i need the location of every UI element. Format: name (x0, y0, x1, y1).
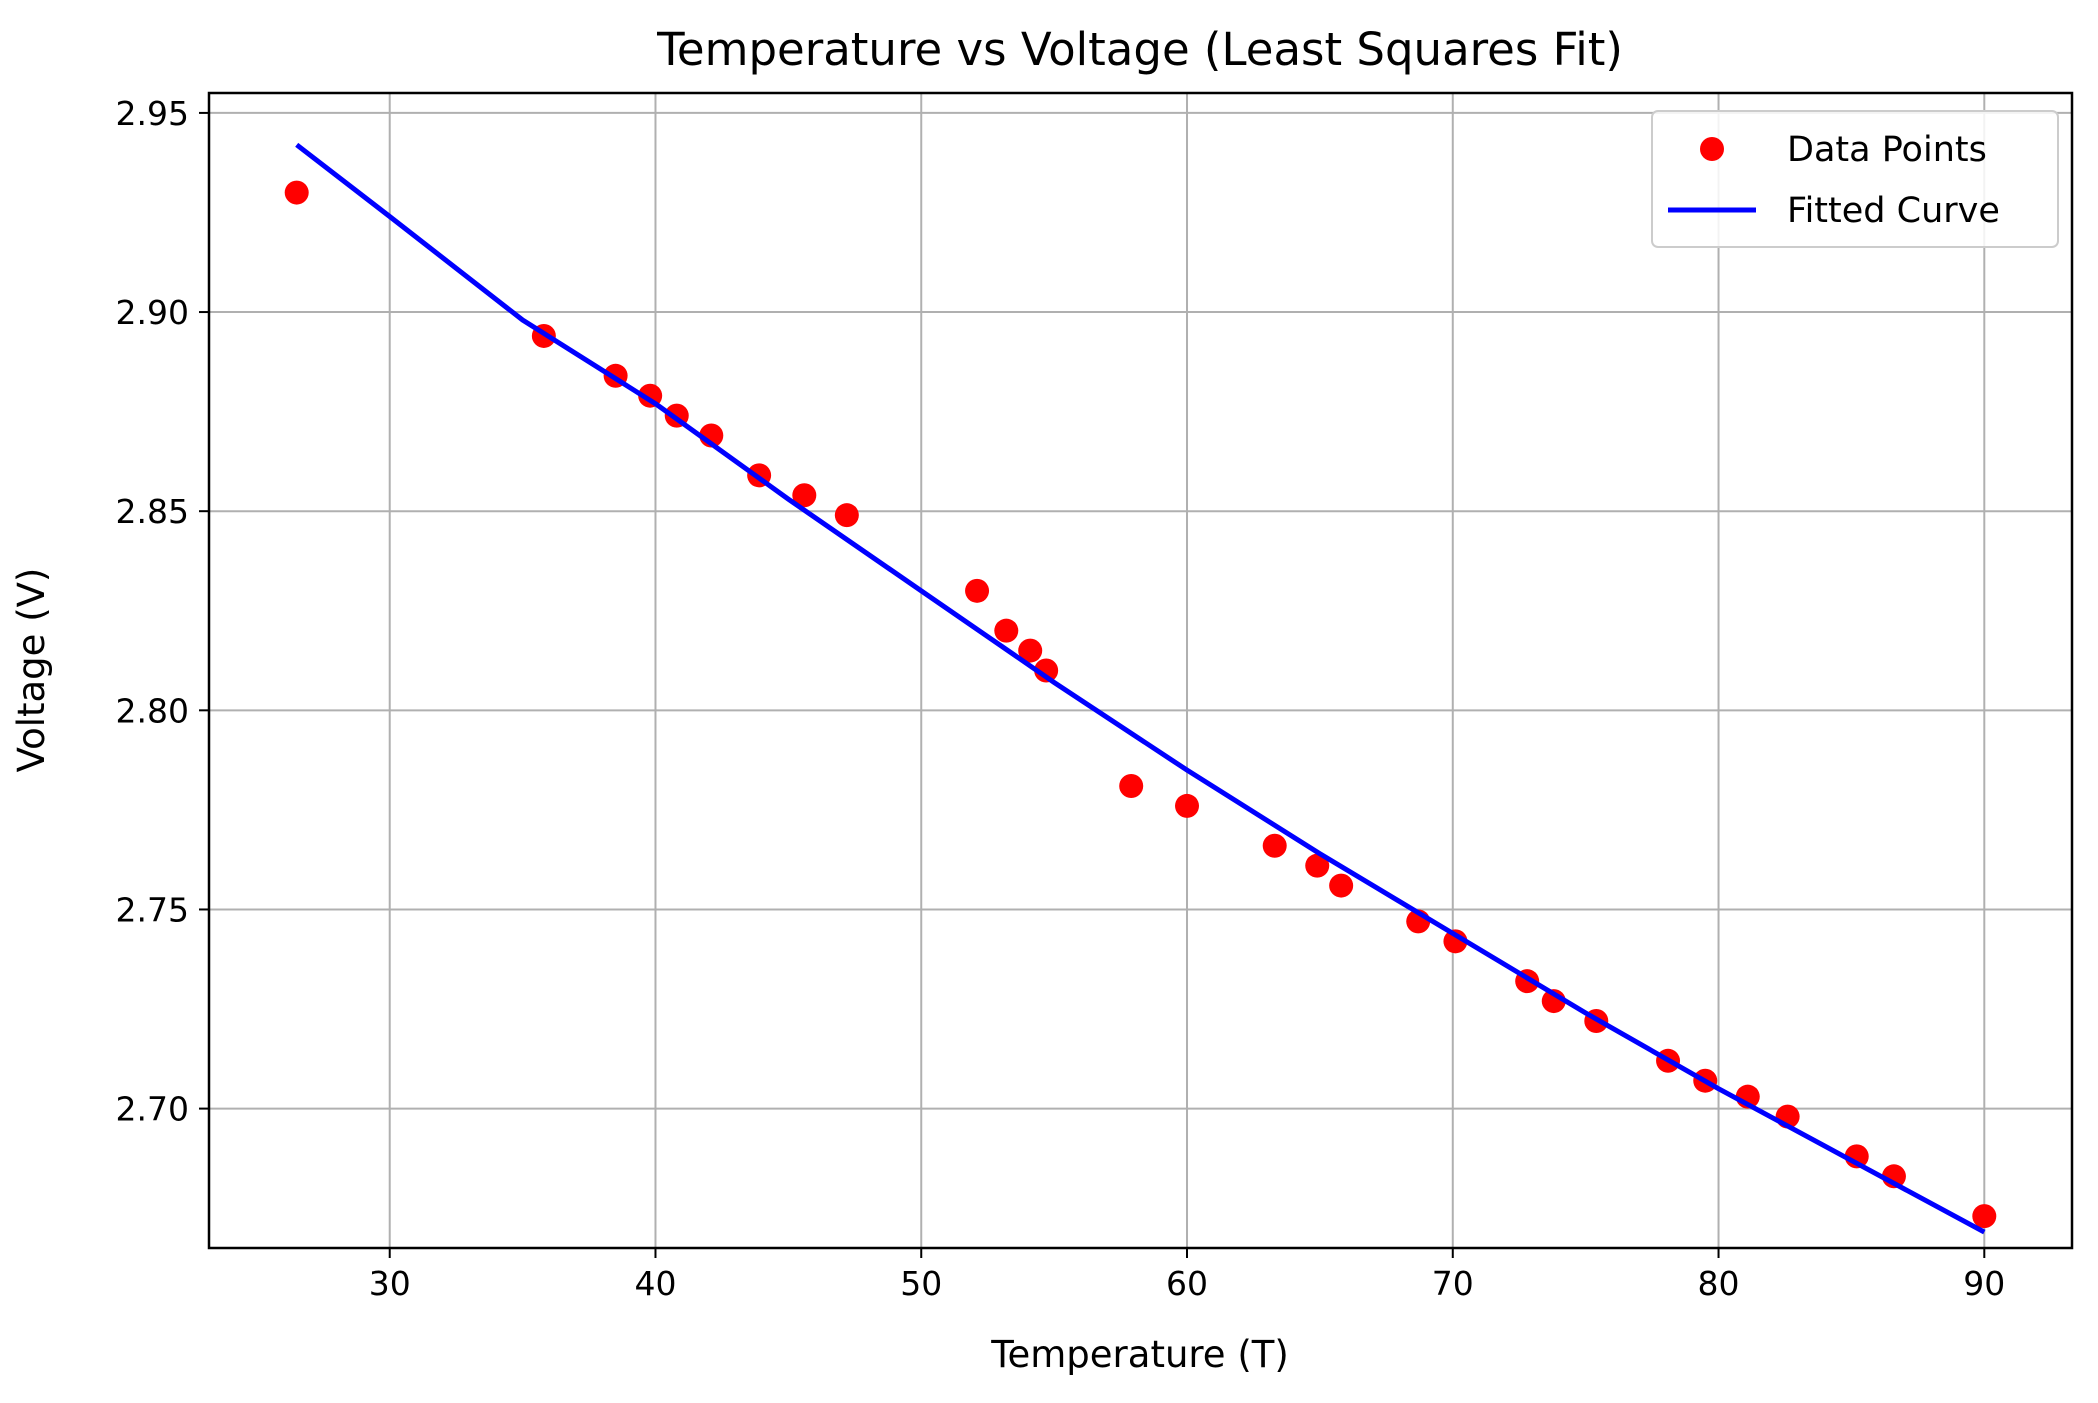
axes-frame (207, 91, 2074, 1250)
y-tick-label: 2.95 (116, 94, 189, 133)
legend-label: Data Points (1787, 130, 1987, 170)
data-point (965, 578, 990, 603)
data-point (284, 180, 309, 205)
data-point (1329, 873, 1354, 898)
x-tick-label: 50 (900, 1264, 942, 1303)
x-axis-label: Temperature (T) (990, 1333, 1289, 1376)
x-tick-label: 90 (1963, 1264, 2005, 1303)
data-point (1018, 638, 1043, 663)
x-tick-label: 70 (1432, 1264, 1474, 1303)
data-point (1305, 853, 1330, 878)
y-tick-label: 2.90 (116, 293, 189, 332)
data-point (1262, 833, 1287, 858)
legend-label: Fitted Curve (1787, 191, 2000, 231)
chart-title: Temperature vs Voltage (Least Squares Fi… (656, 23, 1623, 76)
legend-marker-data-points (1700, 137, 1724, 161)
data-point (1034, 658, 1059, 683)
data-point (1119, 774, 1144, 798)
x-tick-label: 40 (634, 1264, 676, 1303)
plot-area: 30 40 50 60 70 80 90 2.70 2.75 2.80 2.85 2.90 2.95 (116, 91, 2074, 1303)
y-axis-label: Voltage (V) (10, 568, 53, 773)
data-point (1175, 793, 1200, 818)
data-point (834, 503, 859, 528)
x-tick-label: 30 (369, 1264, 411, 1303)
legend: Data Points Fitted Curve (1651, 110, 2059, 248)
y-tick-label: 2.80 (116, 691, 189, 730)
data-point (994, 618, 1019, 643)
y-tick-label: 2.85 (116, 492, 189, 531)
y-tick-label: 2.70 (116, 1090, 189, 1129)
data-point (1972, 1204, 1997, 1229)
data-point (1443, 929, 1468, 954)
x-tick-label: 80 (1698, 1264, 1740, 1303)
y-tick-label: 2.75 (116, 890, 189, 929)
legend-box (1651, 110, 2059, 248)
fitted-curve-line (295, 142, 1986, 1235)
data-point (792, 483, 817, 508)
x-tick-label: 60 (1166, 1264, 1208, 1303)
